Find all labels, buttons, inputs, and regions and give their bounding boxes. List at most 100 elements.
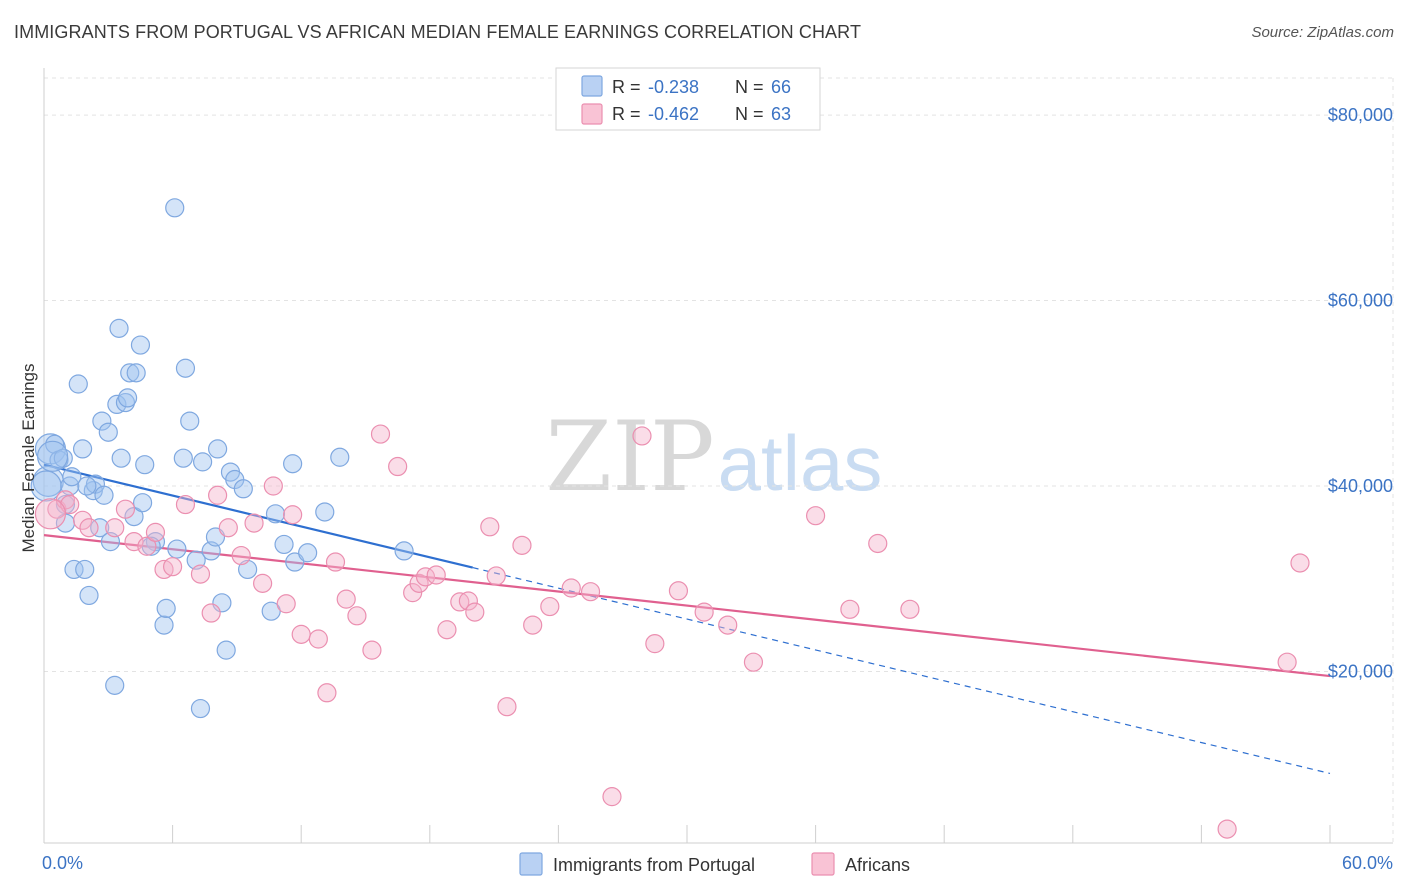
series-legend-swatch-africans bbox=[811, 852, 835, 876]
legend-r-label-1: R = bbox=[612, 77, 641, 97]
point-africans bbox=[465, 602, 485, 622]
point-portugal bbox=[135, 455, 155, 475]
point-portugal bbox=[30, 470, 62, 502]
point-africans bbox=[900, 599, 920, 619]
point-africans bbox=[497, 697, 517, 717]
point-portugal bbox=[90, 518, 110, 538]
axes bbox=[43, 68, 1393, 844]
point-portugal bbox=[274, 534, 294, 555]
point-africans bbox=[523, 615, 543, 635]
watermark-atlas: atlas bbox=[718, 419, 883, 507]
point-africans bbox=[291, 624, 311, 644]
series-legend-swatch-portugal bbox=[519, 852, 543, 876]
point-africans bbox=[72, 510, 93, 530]
correlation-legend: R = -0.238 N = 66 R = -0.462 N = 63 bbox=[555, 67, 821, 131]
legend-swatch-blue bbox=[581, 75, 603, 97]
point-africans bbox=[124, 532, 144, 552]
point-africans bbox=[201, 603, 221, 623]
point-portugal bbox=[330, 447, 350, 467]
point-africans bbox=[263, 476, 283, 496]
point-africans bbox=[1290, 553, 1310, 573]
trendlines bbox=[43, 463, 1331, 775]
point-portugal bbox=[265, 504, 286, 524]
point-portugal bbox=[216, 640, 236, 660]
y-tick-labels: $20,000 $40,000 $60,000 $80,000 bbox=[1328, 105, 1393, 681]
point-africans bbox=[115, 499, 136, 519]
legend-r-label-2: R = bbox=[612, 104, 641, 124]
y-tick-label: $80,000 bbox=[1328, 105, 1393, 125]
point-africans bbox=[253, 573, 273, 593]
legend-n-value-1: 66 bbox=[771, 77, 791, 97]
point-africans bbox=[231, 545, 251, 566]
legend-n-label-1: N = bbox=[735, 77, 764, 97]
point-africans bbox=[175, 494, 196, 515]
point-portugal bbox=[175, 358, 196, 378]
point-portugal bbox=[165, 198, 185, 218]
point-portugal bbox=[68, 374, 88, 394]
data-points bbox=[30, 198, 1310, 839]
trendline-africans bbox=[43, 534, 1331, 678]
point-portugal bbox=[75, 559, 95, 580]
point-portugal bbox=[77, 476, 97, 496]
legend-n-value-2: 63 bbox=[771, 104, 791, 124]
point-portugal bbox=[298, 543, 318, 563]
point-portugal bbox=[92, 411, 112, 431]
point-portugal bbox=[109, 318, 129, 338]
point-portugal bbox=[238, 559, 258, 580]
watermark-zip: ZIP bbox=[545, 401, 714, 513]
legend-swatch-pink bbox=[581, 103, 603, 125]
series-legend-label-portugal: Immigrants from Portugal bbox=[553, 855, 755, 875]
point-portugal bbox=[154, 615, 174, 635]
point-portugal bbox=[62, 467, 82, 487]
point-africans bbox=[480, 517, 500, 537]
point-africans bbox=[840, 599, 860, 619]
point-africans bbox=[388, 456, 408, 477]
point-africans bbox=[437, 620, 457, 640]
point-africans bbox=[632, 426, 652, 446]
point-portugal bbox=[98, 422, 118, 442]
point-portugal bbox=[126, 363, 146, 383]
y-tick-label: $60,000 bbox=[1328, 291, 1393, 311]
point-portugal bbox=[94, 485, 114, 505]
point-africans bbox=[137, 536, 157, 556]
point-africans bbox=[317, 683, 337, 703]
point-africans bbox=[486, 566, 506, 586]
point-portugal bbox=[208, 439, 228, 459]
point-africans bbox=[283, 505, 303, 525]
legend-r-value-1: -0.238 bbox=[648, 77, 699, 97]
point-africans bbox=[580, 582, 601, 602]
point-portugal bbox=[315, 502, 335, 522]
point-africans bbox=[1217, 819, 1237, 839]
point-africans bbox=[362, 640, 382, 660]
y-tick-label: $20,000 bbox=[1328, 661, 1393, 681]
point-africans bbox=[347, 606, 367, 626]
point-portugal bbox=[79, 585, 99, 606]
x-tick-label: 60.0% bbox=[1342, 853, 1393, 873]
x-tick-label: 0.0% bbox=[42, 853, 83, 873]
point-portugal bbox=[72, 439, 93, 459]
point-africans bbox=[218, 518, 238, 538]
point-africans bbox=[540, 596, 560, 617]
point-africans bbox=[208, 485, 228, 505]
point-africans bbox=[79, 518, 99, 538]
point-africans bbox=[276, 594, 296, 614]
x-tick-labels: 0.0% 60.0% bbox=[42, 853, 1393, 873]
point-portugal bbox=[36, 440, 69, 472]
point-portugal bbox=[394, 541, 414, 561]
point-portugal bbox=[111, 448, 131, 468]
point-portugal bbox=[205, 527, 226, 547]
point-africans bbox=[561, 578, 581, 598]
trendline-portugal-extrapolated bbox=[472, 567, 1331, 775]
y-tick-label: $40,000 bbox=[1328, 476, 1393, 496]
point-portugal bbox=[193, 452, 213, 472]
point-portugal bbox=[173, 448, 193, 468]
point-portugal bbox=[117, 388, 138, 408]
point-portugal bbox=[233, 479, 253, 499]
point-portugal bbox=[283, 454, 303, 474]
point-portugal bbox=[130, 335, 151, 355]
series-legend-label-africans: Africans bbox=[845, 855, 910, 875]
point-africans bbox=[743, 652, 764, 672]
point-africans bbox=[645, 634, 665, 654]
point-portugal bbox=[132, 493, 153, 513]
